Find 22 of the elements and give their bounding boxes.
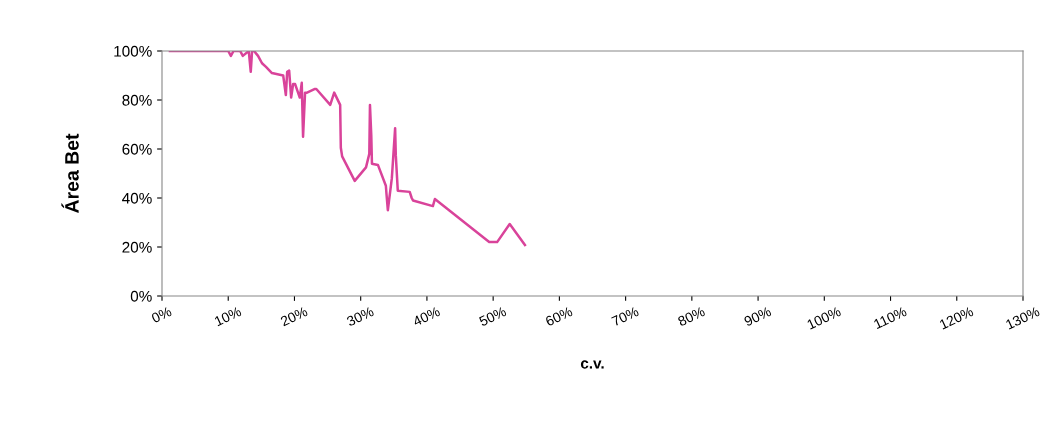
x-tick-label: 110% — [873, 306, 908, 330]
y-tick-label: 60% — [122, 143, 152, 155]
y-tick-label: 40% — [122, 192, 152, 204]
x-tick-label: 130% — [1005, 306, 1041, 330]
y-tick-label: 80% — [122, 94, 152, 106]
x-tick-label: 50% — [478, 306, 507, 327]
x-tick-label: 80% — [677, 306, 706, 327]
y-tick-label: 0% — [130, 290, 152, 302]
x-tick-label: 60% — [544, 306, 574, 327]
x-tick-label: 100% — [806, 306, 842, 330]
x-axis-title: c.v. — [580, 360, 604, 369]
x-tick-label: 20% — [279, 306, 309, 327]
x-tick-label: 90% — [743, 306, 772, 327]
x-tick-label: 70% — [611, 306, 640, 327]
x-tick-label: 10% — [214, 306, 242, 327]
x-tick-label: 0% — [150, 306, 173, 324]
y-tick-label: 20% — [122, 241, 152, 253]
x-tick-label: 40% — [412, 306, 441, 327]
y-tick-label: 100% — [114, 45, 152, 57]
x-tick-label: 30% — [345, 306, 375, 327]
x-tick-label: 120% — [939, 306, 974, 330]
y-axis-title: Área Bet — [61, 133, 79, 213]
